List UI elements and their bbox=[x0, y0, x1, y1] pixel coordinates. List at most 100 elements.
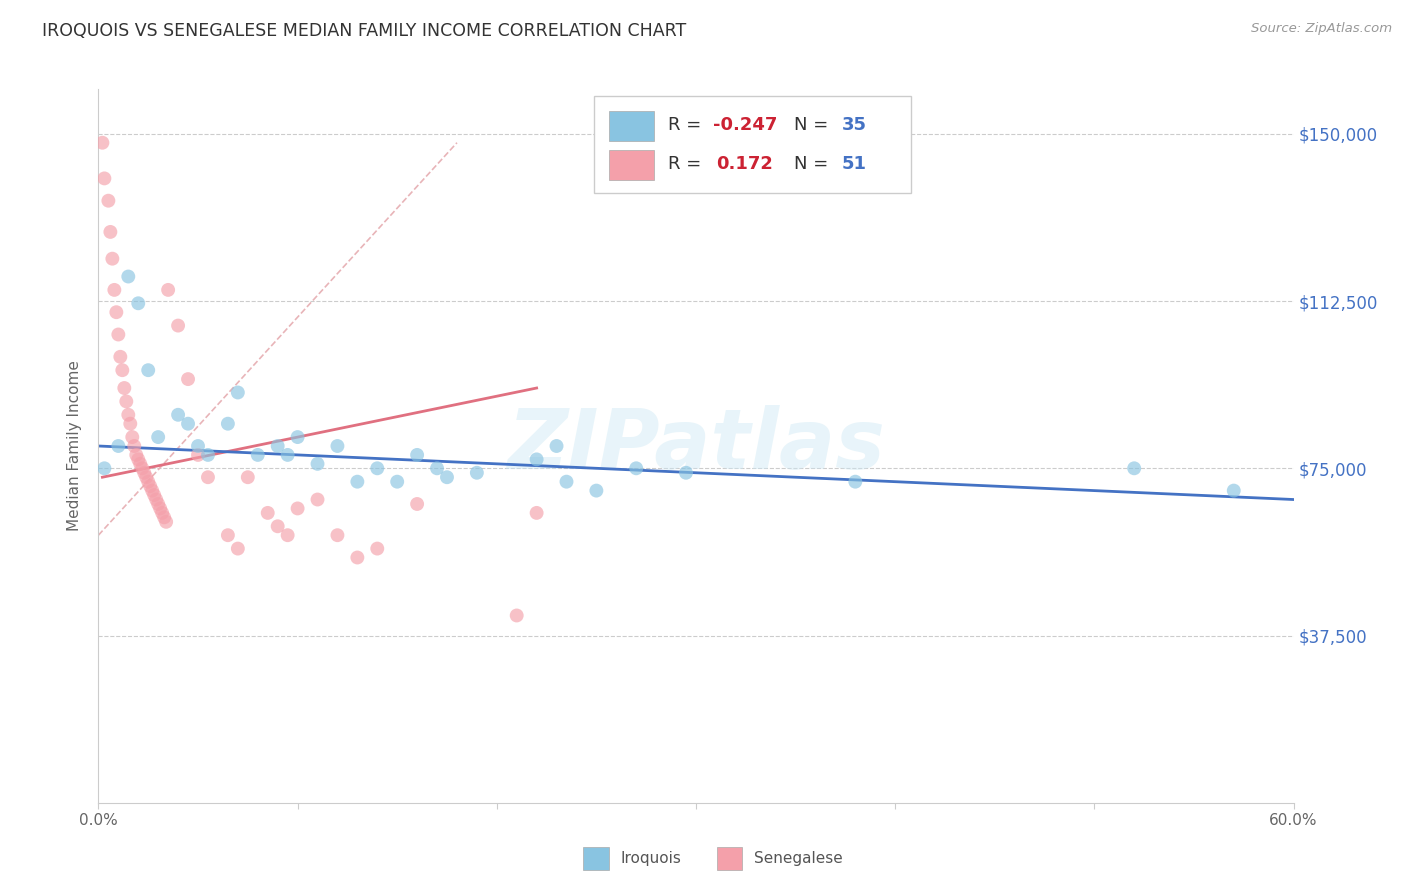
Point bbox=[406, 497, 429, 511]
Point bbox=[506, 608, 529, 623]
Text: 0.172: 0.172 bbox=[716, 155, 773, 173]
Point bbox=[143, 488, 166, 502]
Point bbox=[346, 550, 368, 565]
Point bbox=[110, 350, 132, 364]
Point bbox=[107, 327, 129, 342]
Point bbox=[346, 475, 368, 489]
Point bbox=[105, 305, 128, 319]
Point bbox=[246, 448, 269, 462]
Point bbox=[287, 430, 309, 444]
Point bbox=[155, 515, 177, 529]
Text: R =: R = bbox=[668, 116, 707, 134]
Point bbox=[226, 385, 249, 400]
Point bbox=[217, 528, 239, 542]
Point bbox=[585, 483, 607, 498]
Point bbox=[100, 225, 122, 239]
Point bbox=[107, 439, 129, 453]
Point bbox=[120, 417, 142, 431]
Point bbox=[150, 506, 173, 520]
Point bbox=[844, 475, 866, 489]
Point bbox=[139, 479, 162, 493]
Point bbox=[148, 497, 170, 511]
Point bbox=[267, 439, 290, 453]
Point bbox=[546, 439, 568, 453]
Point bbox=[131, 461, 153, 475]
Point bbox=[197, 470, 219, 484]
Point bbox=[436, 470, 458, 484]
Text: Senegalese: Senegalese bbox=[754, 851, 842, 866]
Point bbox=[267, 519, 290, 533]
Point bbox=[134, 466, 156, 480]
Point bbox=[101, 252, 124, 266]
Text: 35: 35 bbox=[842, 116, 866, 134]
Text: 51: 51 bbox=[842, 155, 866, 173]
Point bbox=[93, 461, 115, 475]
FancyBboxPatch shape bbox=[609, 111, 654, 141]
Point bbox=[326, 528, 349, 542]
Text: Iroquois: Iroquois bbox=[620, 851, 681, 866]
Point bbox=[526, 506, 548, 520]
Point bbox=[167, 408, 190, 422]
Point bbox=[136, 475, 159, 489]
Point bbox=[287, 501, 309, 516]
Point bbox=[91, 136, 114, 150]
Point bbox=[145, 492, 167, 507]
Point bbox=[326, 439, 349, 453]
Point bbox=[1123, 461, 1146, 475]
Point bbox=[167, 318, 190, 333]
Y-axis label: Median Family Income: Median Family Income bbox=[67, 360, 83, 532]
Point bbox=[153, 510, 176, 524]
FancyBboxPatch shape bbox=[609, 150, 654, 180]
Point bbox=[256, 506, 278, 520]
Text: ZIPatlas: ZIPatlas bbox=[508, 406, 884, 486]
Point bbox=[187, 439, 209, 453]
Point bbox=[277, 528, 299, 542]
Point bbox=[125, 448, 148, 462]
Text: -0.247: -0.247 bbox=[713, 116, 778, 134]
Point bbox=[117, 408, 139, 422]
Point bbox=[135, 470, 157, 484]
Point bbox=[626, 461, 648, 475]
Point bbox=[127, 296, 149, 310]
Point bbox=[307, 492, 329, 507]
Point bbox=[157, 283, 180, 297]
Point bbox=[124, 439, 146, 453]
Text: Source: ZipAtlas.com: Source: ZipAtlas.com bbox=[1251, 22, 1392, 36]
Point bbox=[112, 381, 135, 395]
Point bbox=[406, 448, 429, 462]
Point bbox=[103, 283, 125, 297]
Text: IROQUOIS VS SENEGALESE MEDIAN FAMILY INCOME CORRELATION CHART: IROQUOIS VS SENEGALESE MEDIAN FAMILY INC… bbox=[42, 22, 686, 40]
Point bbox=[675, 466, 697, 480]
Point bbox=[526, 452, 548, 467]
Point bbox=[149, 501, 172, 516]
Point bbox=[187, 448, 209, 462]
Text: N =: N = bbox=[794, 116, 834, 134]
Text: R =: R = bbox=[668, 155, 707, 173]
FancyBboxPatch shape bbox=[595, 96, 911, 193]
Point bbox=[111, 363, 134, 377]
Point bbox=[148, 430, 170, 444]
Point bbox=[217, 417, 239, 431]
Point bbox=[97, 194, 120, 208]
Point bbox=[226, 541, 249, 556]
Point bbox=[307, 457, 329, 471]
Point bbox=[426, 461, 449, 475]
Text: N =: N = bbox=[794, 155, 834, 173]
Point bbox=[366, 461, 388, 475]
Point bbox=[465, 466, 488, 480]
Point bbox=[121, 430, 143, 444]
Point bbox=[555, 475, 578, 489]
Point bbox=[129, 457, 152, 471]
Point bbox=[136, 363, 159, 377]
Point bbox=[177, 417, 200, 431]
Point bbox=[236, 470, 259, 484]
Point bbox=[385, 475, 409, 489]
Point bbox=[127, 452, 149, 467]
Point bbox=[115, 394, 138, 409]
Point bbox=[141, 483, 163, 498]
Point bbox=[197, 448, 219, 462]
Point bbox=[177, 372, 200, 386]
Point bbox=[277, 448, 299, 462]
Point bbox=[1222, 483, 1246, 498]
Point bbox=[93, 171, 115, 186]
